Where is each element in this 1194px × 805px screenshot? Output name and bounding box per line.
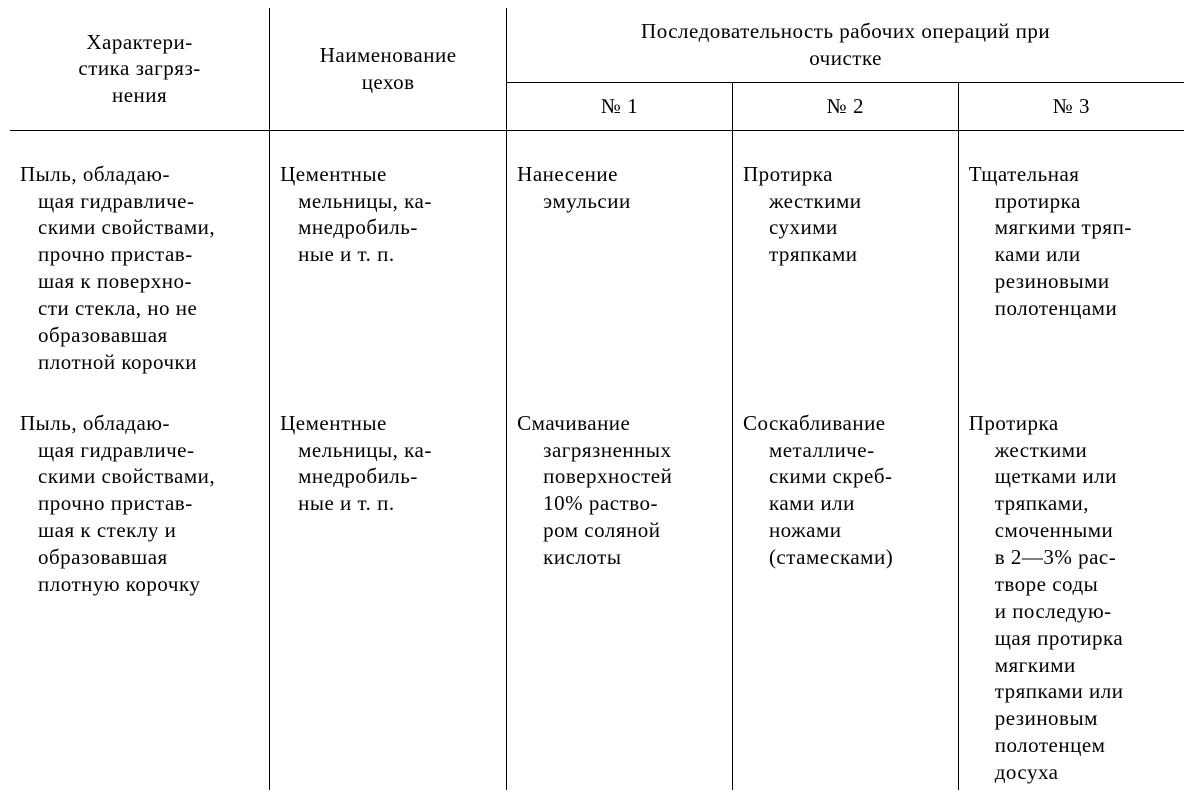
cell-shop-text: Цементныемельницы, ка-мнедробиль-ные и т… <box>280 410 496 518</box>
cell-op2-text: Соскабливаниеметалличе-скими скреб-ками … <box>743 410 948 571</box>
cell-op3-text: Протиркажесткимищетками илитряпками,смоч… <box>969 410 1174 786</box>
header-op2: № 2 <box>732 82 958 130</box>
cell-op1-text: Смачиваниезагрязненныхповерхностей10% ра… <box>517 410 722 571</box>
cell-op3-text: Тщательнаяпротиркамягкими тряп-ками илир… <box>969 161 1174 322</box>
header-characteristic: Характери-стика загряз-нения <box>10 8 270 130</box>
header-operations-group: Последовательность рабочих операций прио… <box>507 8 1184 82</box>
cell-op2-text: Протиркажесткимисухимитряпками <box>743 161 948 269</box>
header-op1: № 1 <box>507 82 733 130</box>
cell-shop: Цементныемельницы, ка-мнедробиль-ные и т… <box>270 402 507 790</box>
header-operations-group-label: Последовательность рабочих операций прио… <box>641 19 1050 70</box>
cleaning-operations-table: Характери-стика загряз-нения Наименовани… <box>10 8 1184 790</box>
cell-shop-text: Цементныемельницы, ка-мнедробиль-ные и т… <box>280 161 496 269</box>
header-op2-label: № 2 <box>827 94 864 118</box>
cell-op3: Тщательнаяпротиркамягкими тряп-ками илир… <box>958 153 1184 380</box>
header-characteristic-label: Характери-стика загряз-нения <box>78 30 200 108</box>
cell-op3: Протиркажесткимищетками илитряпками,смоч… <box>958 402 1184 790</box>
header-shop-label: Наименованиецехов <box>320 43 457 94</box>
cell-characteristic-text: Пыль, обладаю-щая гидравличе-скими свойс… <box>20 410 259 598</box>
header-shop: Наименованиецехов <box>270 8 507 130</box>
cell-op1: Смачиваниезагрязненныхповерхностей10% ра… <box>507 402 733 790</box>
header-op3: № 3 <box>958 82 1184 130</box>
header-op1-label: № 1 <box>601 94 638 118</box>
cell-op1: Нанесениеэмульсии <box>507 153 733 380</box>
table-row: Пыль, обладаю-щая гидравличе-скими свойс… <box>10 402 1184 790</box>
cell-op1-text: Нанесениеэмульсии <box>517 161 722 215</box>
cell-op2: Соскабливаниеметалличе-скими скреб-ками … <box>732 402 958 790</box>
cell-characteristic: Пыль, обладаю-щая гидравличе-скими свойс… <box>10 153 270 380</box>
cell-shop: Цементныемельницы, ка-мнедробиль-ные и т… <box>270 153 507 380</box>
cell-op2: Протиркажесткимисухимитряпками <box>732 153 958 380</box>
cell-characteristic: Пыль, обладаю-щая гидравличе-скими свойс… <box>10 402 270 790</box>
table-row: Пыль, обладаю-щая гидравличе-скими свойс… <box>10 153 1184 380</box>
cell-characteristic-text: Пыль, обладаю-щая гидравличе-скими свойс… <box>20 161 259 376</box>
header-op3-label: № 3 <box>1053 94 1090 118</box>
